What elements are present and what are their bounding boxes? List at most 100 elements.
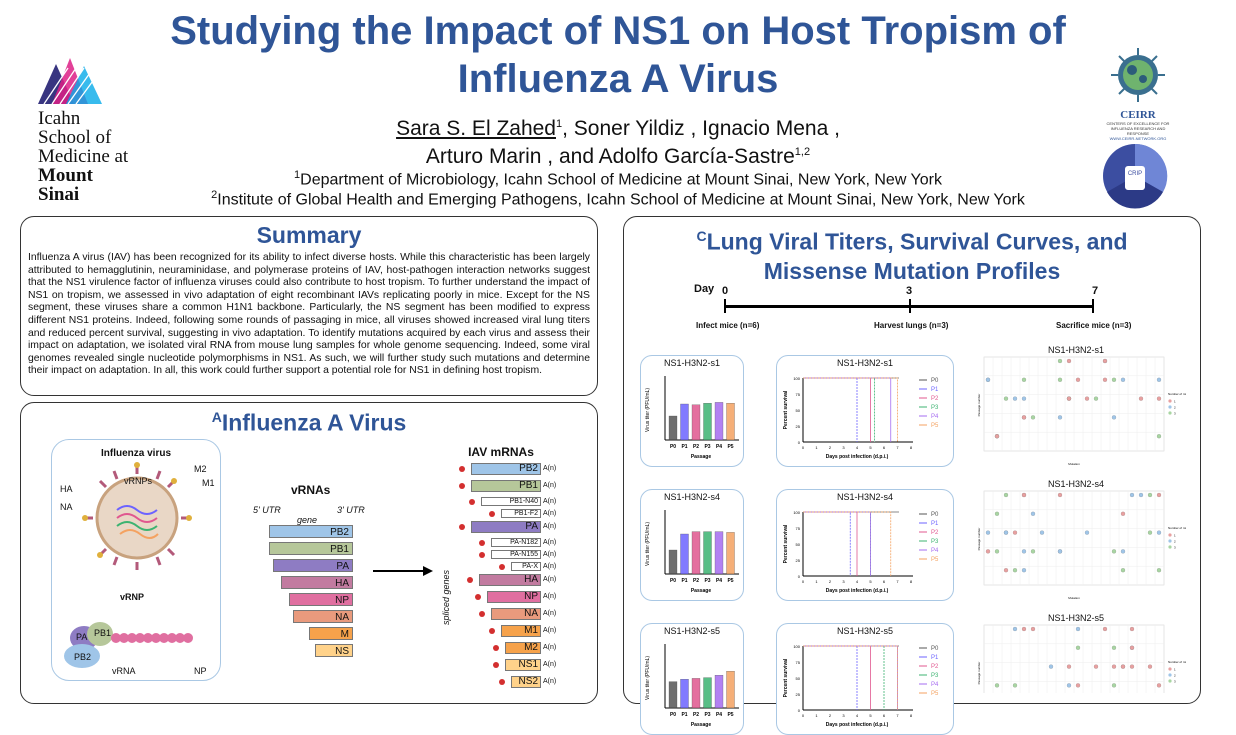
mutation-dot (1093, 664, 1099, 669)
mutation-dot (1102, 626, 1108, 632)
survival-line (803, 645, 871, 710)
panel-c: CLung Viral Titers, Survival Curves, and… (623, 216, 1201, 735)
mutation-dot (1012, 683, 1018, 688)
survival-legend-label: P2 (931, 530, 939, 536)
survival-xtick: 4 (856, 713, 859, 718)
survival-legend-label: P3 (931, 673, 939, 679)
mrna-pb1-f2: PB1-F2 (501, 509, 541, 518)
titer-tick-label: P1 (681, 444, 687, 450)
titer-bar (691, 678, 701, 709)
influenza-label: Influenza virus (100, 448, 171, 459)
segment-ha: HA (281, 576, 353, 589)
timeline-event-1: Infect mice (n=6) (696, 321, 760, 330)
m1-label: M1 (202, 478, 215, 488)
titer-chart-title: NS1-H3N2-s1 (663, 358, 721, 368)
crip-logo: CRIP (1101, 142, 1169, 215)
authors-line2-text: Arturo Marin , and Adolfo García-Sastre (425, 145, 795, 168)
ha-label: HA (60, 484, 73, 494)
survival-legend-label: P1 (931, 387, 939, 393)
virus-icon (1111, 48, 1165, 102)
cap-icon (499, 679, 505, 685)
polya-tail: A(n) (543, 661, 557, 668)
mutation-dot (1111, 377, 1117, 382)
mutation-dot (985, 377, 991, 382)
mutation-dot (1156, 530, 1162, 535)
mutation-dot (1120, 377, 1126, 382)
authors-rest: , Soner Yildiz , Ignacio Mena , (562, 117, 840, 140)
cap-icon (493, 645, 499, 651)
survival-legend-label: P5 (931, 691, 939, 697)
titer-bar (668, 549, 678, 575)
survival-ytick: 100 (793, 510, 800, 515)
logo-line-5: Sinai (38, 184, 80, 205)
survival-xtick: 3 (842, 579, 845, 584)
mutation-dot (1030, 549, 1036, 554)
gene-label: gene (297, 515, 318, 525)
vrnp-np-label: NP (194, 666, 207, 676)
mrna-na: NA (491, 608, 541, 620)
mutation-legend-label: 2 (1174, 674, 1176, 678)
segment-ns: NS (315, 644, 353, 657)
arrow-right-icon (373, 566, 433, 576)
titer-xlabel: Passage (691, 588, 712, 594)
survival-xtick: 8 (910, 445, 913, 450)
titer-bar (714, 675, 724, 709)
timeline-event-3: Sacrifice mice (n=3) (1056, 321, 1132, 330)
mutation-dot (1012, 530, 1018, 535)
mutation-dot (1156, 434, 1162, 439)
mutation-legend-label: 2 (1174, 540, 1176, 544)
titer-chart-title: NS1-H3N2-s5 (663, 626, 721, 636)
survival-line (803, 377, 898, 442)
titer-tick-label: P1 (681, 578, 687, 584)
survival-ytick: 75 (796, 526, 801, 531)
mutation-dot (1021, 549, 1027, 554)
mutation-legend-title: Number of mice (1168, 392, 1186, 396)
mutation-dot (1003, 492, 1009, 498)
mrna-title: IAV mRNAs (468, 445, 534, 459)
polya-tail: A(n) (543, 465, 557, 472)
cap-icon (479, 539, 485, 546)
segment-pb2: PB2 (269, 525, 353, 538)
timeline-day-0: 0 (722, 285, 729, 297)
mutation-dot (994, 511, 1000, 516)
cap-icon (459, 524, 465, 530)
mutation-dot (1003, 568, 1009, 573)
survival-legend-label: P1 (931, 521, 939, 527)
titer-bar (714, 402, 724, 441)
survival-xtick: 8 (910, 579, 913, 584)
mutation-dot (1111, 664, 1117, 669)
mutation-dot (1129, 626, 1135, 632)
mutation-legend-label: 3 (1174, 680, 1176, 684)
titer-ylabel: Virus titer (PFU/mL) (645, 522, 651, 566)
ceirr-name: CEIRR (1120, 109, 1156, 121)
mutation-dot (1102, 377, 1108, 382)
mutation-chart-title: NS1-H3N2-s5 (1047, 613, 1105, 623)
mutation-chart-1: NS1-H3N2-s1 Passage number Mutation Number … (976, 345, 1186, 469)
titer-tick-label: P4 (716, 712, 722, 718)
mutation-chart-svg: Passage number Mutation Number of mice 1 2 3 (977, 490, 1186, 600)
segment-pa: PA (273, 559, 353, 572)
polya-tail: A(n) (543, 644, 557, 651)
mutation-legend-title: Number of mice (1168, 526, 1186, 530)
mutation-dot (985, 549, 991, 554)
polya-tail: A(n) (543, 510, 557, 517)
survival-xtick: 1 (815, 579, 818, 584)
polya-tail: A(n) (543, 563, 557, 570)
survival-chart-title: NS1-H3N2-s5 (836, 626, 894, 636)
mutation-dot (1066, 396, 1072, 401)
vrnp-pa-label: PA (76, 632, 88, 642)
titer-bar (691, 404, 701, 441)
survival-xtick: 7 (896, 445, 899, 450)
mutation-dot (1057, 549, 1063, 554)
survival-xtick: 1 (815, 445, 818, 450)
mutation-dot (1111, 645, 1117, 650)
panel-c-title-2: Missense Mutation Profiles (763, 257, 1061, 284)
timeline-tick (909, 299, 911, 313)
survival-chart-2: NS1-H3N2-s4 100 75 50 25 0 0 1 2 3 4 5 6 7 8 Percent su… (776, 489, 954, 601)
titer-bar (726, 671, 735, 709)
mutation-chart-title: NS1-H3N2-s4 (1047, 479, 1105, 489)
mutation-dot (1012, 568, 1018, 573)
titer-bar (703, 403, 712, 441)
